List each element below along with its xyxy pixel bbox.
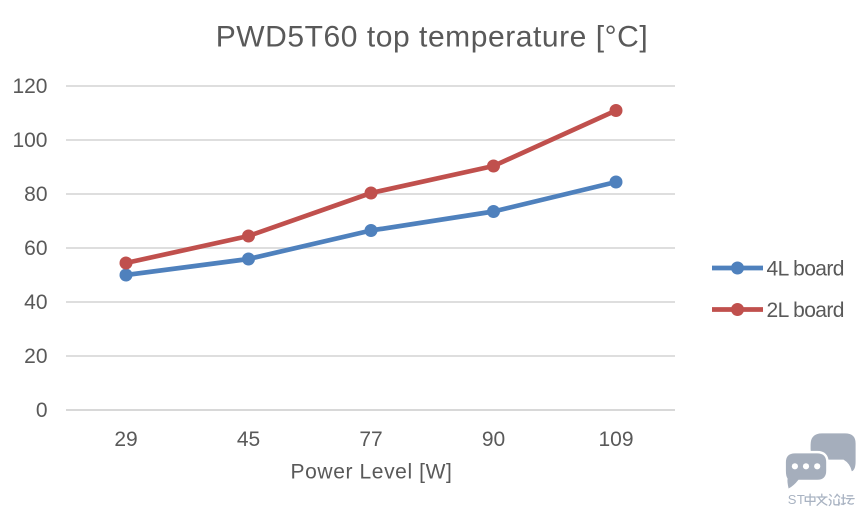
svg-text:PWD5T60 top temperature [°C]: PWD5T60 top temperature [°C] <box>216 21 649 54</box>
svg-text:0: 0 <box>36 399 48 422</box>
svg-text:4L board: 4L board <box>767 258 844 281</box>
svg-text:ST: ST <box>788 492 805 507</box>
svg-text:60: 60 <box>24 237 47 260</box>
svg-text:109: 109 <box>598 428 633 451</box>
svg-text:120: 120 <box>12 75 47 98</box>
svg-text:90: 90 <box>482 428 505 451</box>
svg-text:Power Level [W]: Power Level [W] <box>291 461 453 484</box>
svg-text:2L board: 2L board <box>767 299 844 322</box>
svg-text:80: 80 <box>24 183 47 206</box>
svg-text:45: 45 <box>237 428 260 451</box>
svg-text:100: 100 <box>12 129 47 152</box>
svg-text:40: 40 <box>24 291 47 314</box>
svg-text:20: 20 <box>24 345 47 368</box>
svg-text:77: 77 <box>359 428 382 451</box>
svg-text:29: 29 <box>114 428 137 451</box>
